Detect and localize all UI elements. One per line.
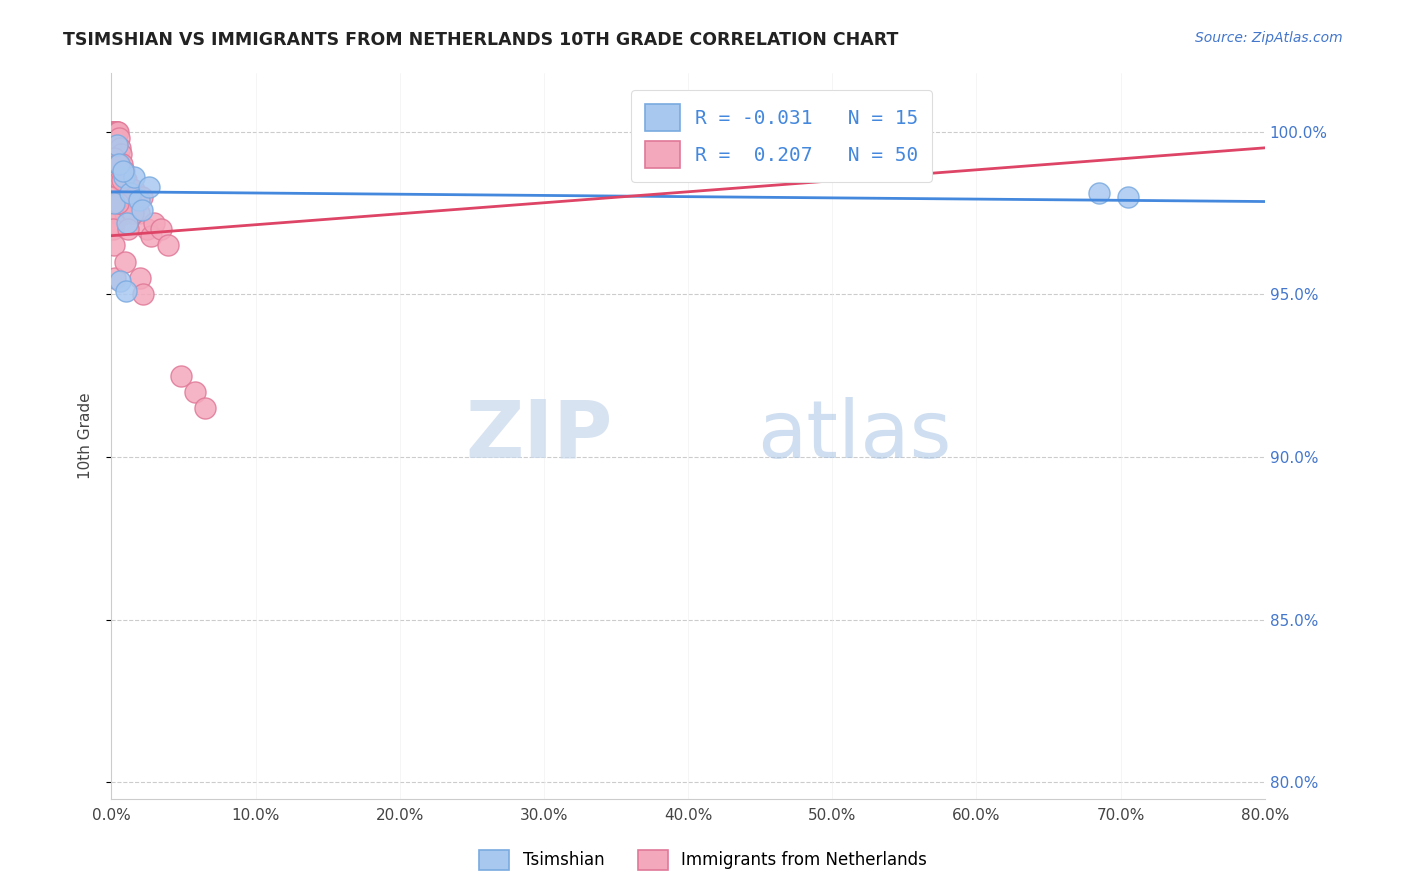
Point	[114, 284, 136, 298]
Point	[120, 189, 142, 203]
Point	[128, 206, 150, 220]
Point	[105, 124, 128, 138]
Point	[128, 271, 150, 285]
Legend: R = -0.031   N = 15, R =  0.207   N = 50: R = -0.031 N = 15, R = 0.207 N = 50	[631, 90, 932, 182]
Point	[111, 196, 134, 211]
Point	[101, 124, 124, 138]
Point	[117, 180, 139, 194]
Point	[108, 141, 131, 155]
Point	[103, 124, 125, 138]
Text: TSIMSHIAN VS IMMIGRANTS FROM NETHERLANDS 10TH GRADE CORRELATION CHART: TSIMSHIAN VS IMMIGRANTS FROM NETHERLANDS…	[63, 31, 898, 49]
Point	[184, 384, 207, 399]
Point	[115, 173, 138, 187]
Point	[107, 157, 129, 171]
Text: atlas: atlas	[758, 397, 952, 475]
Point	[194, 401, 217, 416]
Point	[138, 180, 160, 194]
Point	[103, 196, 125, 211]
Text: Source: ZipAtlas.com: Source: ZipAtlas.com	[1195, 31, 1343, 45]
Point	[114, 173, 136, 187]
Point	[1088, 186, 1111, 201]
Text: ZIP: ZIP	[465, 397, 613, 475]
Point	[107, 124, 129, 138]
Point	[108, 173, 131, 187]
Point	[121, 206, 143, 220]
Point	[131, 189, 153, 203]
Point	[104, 124, 127, 138]
Point	[131, 202, 153, 217]
Point	[122, 183, 145, 197]
Point	[111, 157, 134, 171]
Point	[124, 170, 146, 185]
Point	[112, 163, 135, 178]
Point	[1116, 189, 1139, 203]
Point	[150, 222, 173, 236]
Point	[110, 147, 132, 161]
Point	[125, 196, 148, 211]
Point	[135, 222, 157, 236]
Point	[101, 222, 124, 236]
Point	[101, 124, 124, 138]
Point	[114, 254, 136, 268]
Point	[114, 206, 136, 220]
Point	[139, 228, 162, 243]
Point	[112, 170, 135, 185]
Point	[104, 124, 127, 138]
Point	[157, 238, 180, 252]
Point	[104, 163, 127, 178]
Point	[104, 271, 127, 285]
Point	[105, 124, 128, 138]
Point	[111, 163, 134, 178]
Point	[103, 238, 125, 252]
Point	[105, 206, 128, 220]
Point	[132, 287, 155, 301]
Point	[120, 186, 142, 201]
Legend: Tsimshian, Immigrants from Netherlands: Tsimshian, Immigrants from Netherlands	[472, 843, 934, 877]
Point	[103, 216, 125, 230]
Point	[117, 222, 139, 236]
Point	[111, 173, 134, 187]
Point	[169, 368, 191, 383]
Point	[115, 216, 138, 230]
Point	[142, 216, 165, 230]
Point	[105, 137, 128, 152]
Point	[107, 157, 129, 171]
Point	[128, 193, 150, 207]
Point	[108, 131, 131, 145]
Y-axis label: 10th Grade: 10th Grade	[79, 392, 93, 479]
Point	[103, 124, 125, 138]
Point	[101, 189, 124, 203]
Point	[108, 274, 131, 288]
Point	[107, 196, 129, 211]
Point	[103, 151, 125, 165]
Point	[118, 189, 141, 203]
